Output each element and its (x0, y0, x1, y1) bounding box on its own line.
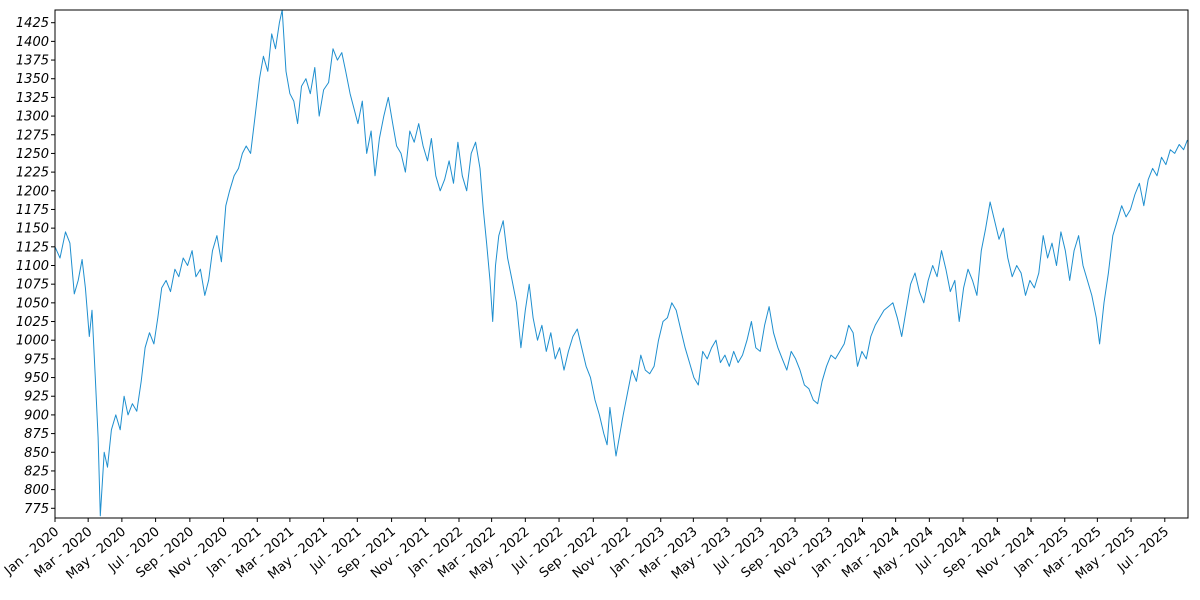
y-tick-label: 825 (24, 464, 49, 479)
y-tick-label: 775 (24, 502, 49, 517)
y-tick-label: 1225 (16, 166, 49, 181)
y-tick-label: 1050 (16, 296, 49, 311)
y-tick-label: 1175 (16, 203, 49, 218)
plot-frame (54, 9, 1189, 519)
plot-background (55, 10, 1188, 518)
y-tick-label: 1375 (16, 54, 49, 69)
y-tick-label: 1325 (16, 91, 49, 106)
series-layer (54, 9, 1188, 517)
y-tick-label: 1250 (16, 147, 49, 162)
y-tick-label: 1025 (16, 315, 49, 330)
y-tick-label: 900 (24, 408, 49, 423)
y-tick-label: 875 (24, 427, 49, 442)
series-line (54, 9, 1188, 517)
y-tick-label: 1125 (16, 240, 49, 255)
y-tick-label: 925 (24, 390, 49, 405)
y-tick-label: 1000 (16, 334, 49, 349)
y-tick-label: 1200 (16, 184, 49, 199)
y-tick-label: 850 (24, 446, 49, 461)
y-tick-label: 1350 (16, 72, 49, 87)
y-tick-label: 1275 (16, 128, 49, 143)
y-tick-label: 975 (24, 352, 49, 367)
y-tick-label: 950 (24, 371, 49, 386)
y-tick-label: 1150 (16, 222, 49, 237)
y-axis: 775 800 825 850 875 900 925 950 975 1000 1025 1050 1… (16, 16, 55, 517)
y-tick-label: 1425 (16, 16, 49, 31)
y-tick-label: 1300 (16, 110, 49, 125)
y-tick-label: 1100 (16, 259, 49, 274)
y-tick-label: 1075 (16, 278, 49, 293)
y-tick-label: 1400 (16, 35, 49, 50)
y-tick-label: 800 (24, 483, 49, 498)
